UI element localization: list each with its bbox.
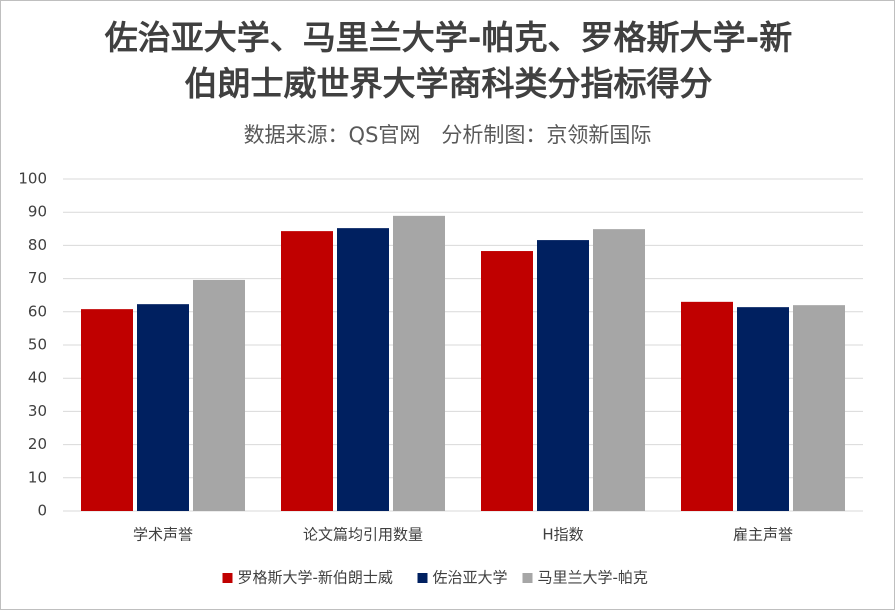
- legend-label: 佐治亚大学: [433, 569, 508, 587]
- bar: [593, 229, 645, 511]
- x-tick-label: 雇主声誉: [733, 526, 793, 544]
- x-tick-label: 学术声誉: [133, 526, 193, 544]
- bar: [481, 251, 533, 511]
- bar: [193, 279, 245, 511]
- y-tick-label: 90: [28, 203, 47, 221]
- bar: [793, 305, 845, 511]
- bar: [81, 309, 133, 511]
- bar: [281, 231, 333, 511]
- y-tick-label: 40: [28, 369, 47, 387]
- legend-swatch: [222, 573, 233, 583]
- x-tick-label: 论文篇均引用数量: [303, 526, 423, 544]
- bar: [337, 228, 389, 512]
- y-tick-label: 30: [28, 402, 47, 420]
- legend-swatch: [417, 573, 428, 583]
- y-tick-label: 70: [28, 269, 47, 287]
- y-tick-label: 20: [28, 435, 47, 453]
- y-tick-label: 80: [28, 236, 47, 254]
- y-tick-label: 10: [28, 468, 47, 486]
- chart-title: 佐治亚大学、马里兰大学-帕克、罗格斯大学-新伯朗士威世界大学商科类分指标得分: [104, 18, 793, 103]
- bar: [737, 307, 789, 511]
- legend-label: 罗格斯大学-新伯朗士威: [238, 569, 393, 587]
- chart-subtitle: 数据来源：QS官网 分析制图：京领新国际: [243, 123, 652, 147]
- legend-swatch: [522, 573, 533, 583]
- y-tick-label: 50: [28, 336, 47, 354]
- bar: [681, 301, 733, 511]
- y-tick-label: 60: [28, 302, 47, 320]
- bar: [137, 304, 189, 511]
- bar: [393, 215, 445, 512]
- x-tick-label: H指数: [542, 526, 583, 544]
- y-tick-label: 100: [18, 170, 47, 188]
- bar: [537, 240, 589, 511]
- y-tick-label: 0: [37, 502, 47, 520]
- legend-label: 马里兰大学-帕克: [538, 569, 648, 587]
